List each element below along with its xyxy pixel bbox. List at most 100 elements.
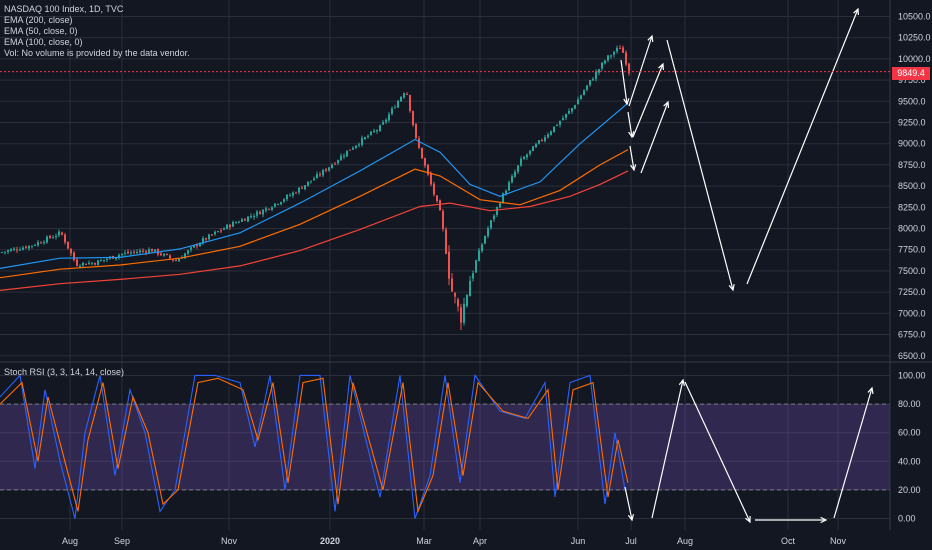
rsi-tick-label: 60.00 bbox=[898, 428, 921, 438]
candle-body bbox=[397, 100, 399, 108]
candle-body bbox=[547, 134, 549, 138]
candle-body bbox=[46, 236, 48, 243]
candle-body bbox=[40, 242, 42, 244]
time-tick-label: 2020 bbox=[320, 536, 340, 546]
candle-body bbox=[439, 200, 441, 211]
candle-body bbox=[400, 96, 402, 102]
candle-body bbox=[415, 124, 417, 138]
candle-body bbox=[508, 182, 510, 191]
ema-line bbox=[0, 102, 629, 269]
price-tick-label: 7500.0 bbox=[898, 266, 926, 276]
candle-body bbox=[136, 251, 138, 253]
candle-body bbox=[25, 246, 27, 249]
candle-body bbox=[7, 250, 9, 252]
candle-body bbox=[442, 210, 444, 229]
candle-body bbox=[409, 95, 411, 111]
price-tick-label: 10250.0 bbox=[898, 33, 931, 43]
candle-body bbox=[382, 122, 384, 125]
candle-body bbox=[163, 253, 165, 256]
legend-ema200[interactable]: EMA (200, close) bbox=[4, 15, 73, 25]
candle-body bbox=[160, 253, 162, 256]
candle-body bbox=[208, 234, 210, 240]
candle-body bbox=[100, 260, 102, 262]
candle-body bbox=[319, 174, 321, 176]
arrow-up-1 bbox=[628, 35, 653, 107]
candle-body bbox=[538, 140, 540, 144]
candle-body bbox=[196, 244, 198, 247]
candle-body bbox=[271, 207, 273, 210]
candle-body bbox=[325, 169, 327, 171]
legend-ema100[interactable]: EMA (100, close, 0) bbox=[4, 37, 83, 47]
candle-body bbox=[175, 260, 177, 262]
stoch-rsi-legend[interactable]: Stoch RSI (3, 3, 14, 14, close) bbox=[4, 367, 124, 378]
candle-body bbox=[211, 234, 213, 236]
rsi-arrow-down-2-head bbox=[744, 515, 751, 524]
candle-body bbox=[568, 110, 570, 114]
candle-body bbox=[139, 250, 141, 253]
candle-body bbox=[265, 208, 267, 211]
candle-body bbox=[82, 262, 84, 266]
arrow-down-2 bbox=[627, 111, 633, 138]
stoch-rsi-line bbox=[0, 373, 626, 519]
candle-body bbox=[583, 90, 585, 96]
legend-title[interactable]: NASDAQ 100 Index, 1D, TVC bbox=[4, 4, 124, 14]
candle-body bbox=[106, 258, 108, 260]
rsi-tick-label: 80.00 bbox=[898, 399, 921, 409]
price-tick-label: 10000.0 bbox=[898, 54, 931, 64]
candle-body bbox=[451, 278, 453, 292]
candle-body bbox=[577, 99, 579, 105]
price-tick-label: 9500.0 bbox=[898, 96, 926, 106]
candle-body bbox=[247, 216, 249, 222]
candle-body bbox=[310, 180, 312, 182]
candle-body bbox=[484, 235, 486, 244]
candle-body bbox=[28, 245, 30, 249]
candle-body bbox=[613, 52, 615, 55]
legend-ema50[interactable]: EMA (50, close, 0) bbox=[4, 26, 78, 36]
candle-body bbox=[91, 262, 93, 264]
arrow-crash-head bbox=[728, 283, 735, 292]
candle-body bbox=[559, 121, 561, 125]
candle-body bbox=[304, 185, 306, 190]
price-tick-label: 6750.0 bbox=[898, 330, 926, 340]
candle-body bbox=[229, 225, 231, 227]
candle-body bbox=[481, 244, 483, 252]
price-tick-label: 8500.0 bbox=[898, 181, 926, 191]
arrow-crash bbox=[666, 39, 734, 291]
time-tick-label: Aug bbox=[62, 536, 78, 546]
candle-body bbox=[367, 135, 369, 137]
candle-body bbox=[172, 259, 174, 261]
candle-body bbox=[553, 126, 555, 133]
arrow-up-2-head bbox=[658, 62, 664, 71]
drawn-annotations[interactable] bbox=[620, 7, 874, 524]
candle-body bbox=[466, 294, 468, 307]
candle-body bbox=[418, 138, 420, 148]
candle-body bbox=[535, 144, 537, 148]
candle-body bbox=[616, 47, 618, 52]
candle-body bbox=[94, 263, 96, 265]
candle-body bbox=[421, 147, 423, 159]
candle-body bbox=[214, 231, 216, 235]
candle-body bbox=[385, 119, 387, 122]
candle-body bbox=[232, 221, 234, 227]
candle-body bbox=[496, 207, 498, 215]
candle-body bbox=[148, 249, 150, 254]
candle-body bbox=[550, 131, 552, 135]
arrow-rally bbox=[746, 8, 859, 285]
candle-body bbox=[127, 251, 129, 254]
candle-body bbox=[373, 130, 375, 133]
candle-body bbox=[301, 187, 303, 189]
main-legend: NASDAQ 100 Index, 1D, TVC EMA (200, clos… bbox=[4, 4, 190, 59]
arrow-up-3 bbox=[640, 101, 669, 174]
candle-body bbox=[76, 259, 78, 266]
arrow-down-3 bbox=[629, 145, 635, 171]
candle-body bbox=[379, 125, 381, 132]
candle-body bbox=[517, 165, 519, 172]
candle-body bbox=[499, 203, 501, 208]
candle-body bbox=[589, 80, 591, 86]
candle-body bbox=[256, 211, 258, 216]
rsi-arrow-up-2-head bbox=[867, 386, 874, 395]
candle-body bbox=[184, 253, 186, 259]
candle-body bbox=[532, 146, 534, 152]
candle-body bbox=[607, 55, 609, 61]
